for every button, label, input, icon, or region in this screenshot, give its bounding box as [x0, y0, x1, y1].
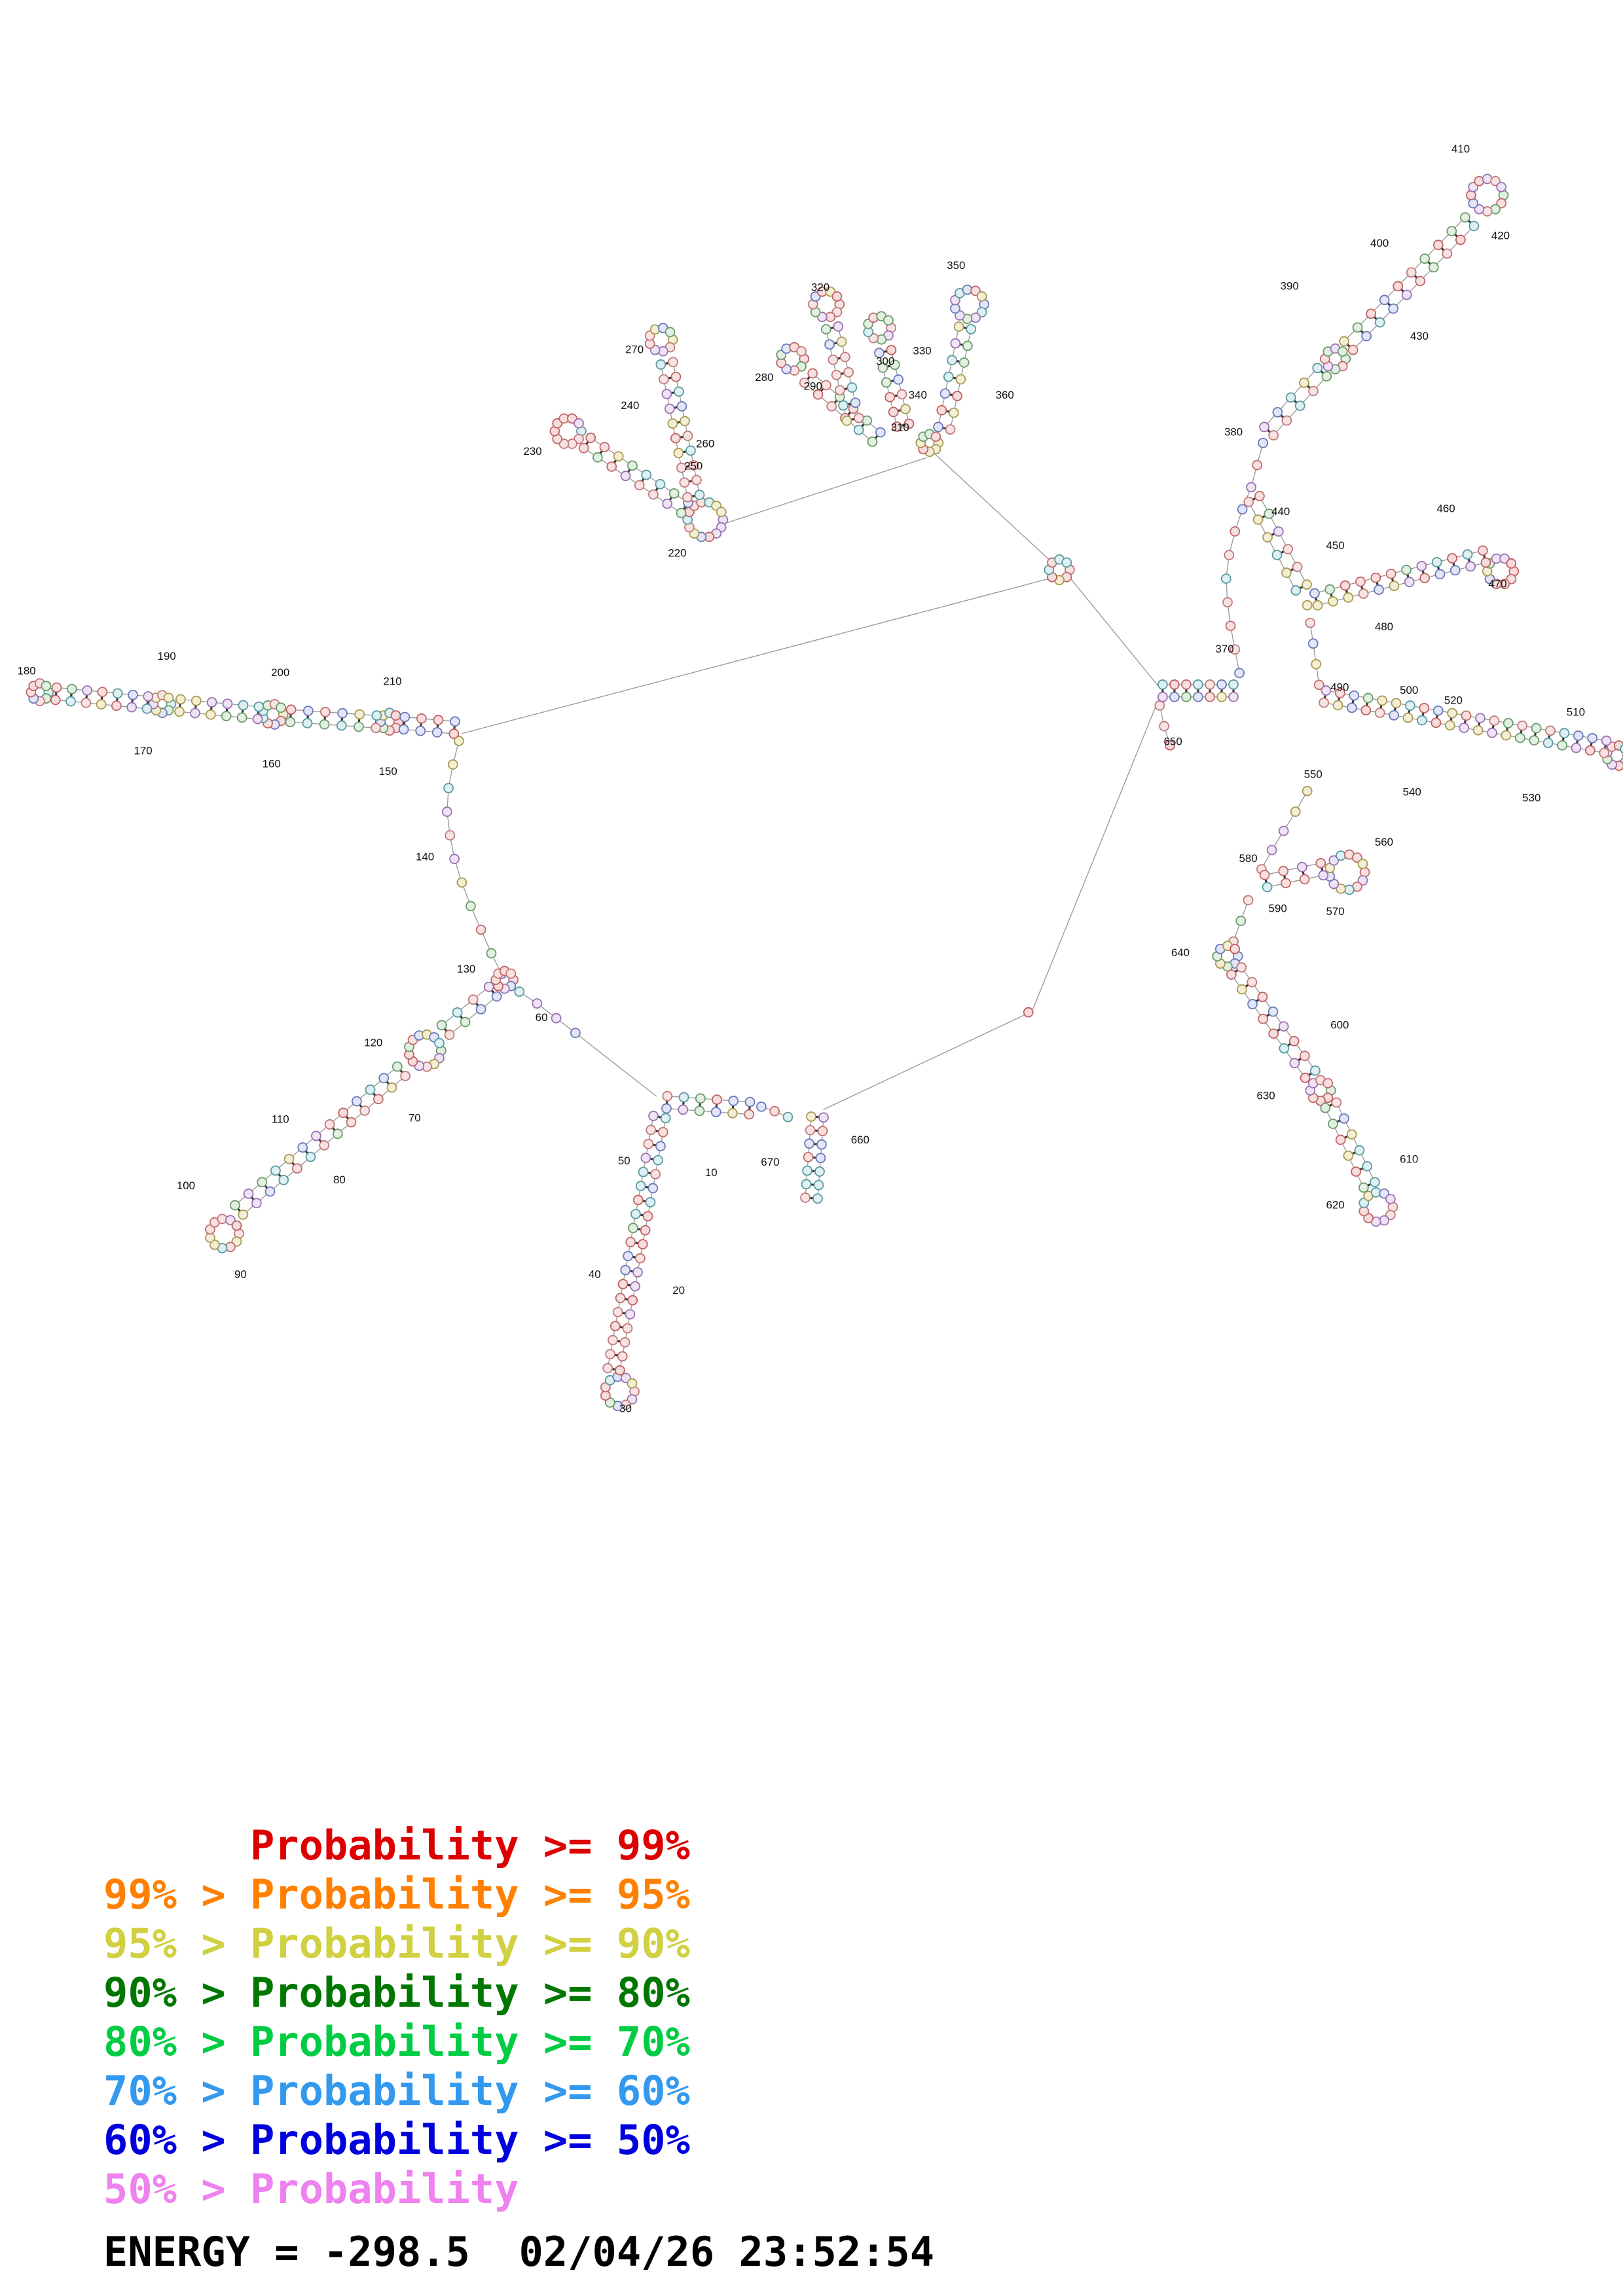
legend-entry-50-60: 60% > Probability >= 50% — [103, 2116, 690, 2164]
position-label-390: 390 — [1281, 279, 1299, 292]
position-label-650: 650 — [1164, 736, 1182, 748]
position-label-430: 430 — [1410, 330, 1429, 342]
position-label-670: 670 — [761, 1156, 779, 1168]
position-label-70: 70 — [409, 1111, 421, 1124]
position-label-580: 580 — [1239, 852, 1257, 865]
position-label-110: 110 — [272, 1113, 289, 1126]
position-label-660: 660 — [851, 1134, 869, 1146]
position-label-20: 20 — [672, 1284, 685, 1297]
position-label-370: 370 — [1215, 643, 1233, 655]
position-label-140: 140 — [416, 851, 434, 863]
position-label-600: 600 — [1330, 1018, 1349, 1031]
position-label-470: 470 — [1488, 578, 1506, 590]
position-label-320: 320 — [811, 281, 830, 294]
position-label-460: 460 — [1436, 503, 1455, 515]
position-label-340: 340 — [909, 389, 927, 401]
position-label-480: 480 — [1375, 620, 1393, 633]
position-label-610: 610 — [1400, 1153, 1418, 1166]
position-label-210: 210 — [383, 675, 401, 687]
position-label-40: 40 — [589, 1268, 601, 1280]
position-label-280: 280 — [755, 371, 773, 384]
position-label-270: 270 — [625, 343, 644, 355]
position-label-360: 360 — [996, 389, 1014, 401]
position-label-530: 530 — [1522, 791, 1541, 804]
legend-entry-70-80: 80% > Probability >= 70% — [103, 2018, 690, 2066]
energy-text: ENERGY = -298.5 02/04/26 23:52:54 — [103, 2228, 935, 2276]
probability-legend: Probability >= 99% 99% > Probability >= … — [103, 1821, 690, 2214]
nucleotide-circles-layer — [26, 173, 1623, 1412]
position-label-30: 30 — [619, 1402, 632, 1414]
position-label-80: 80 — [333, 1174, 346, 1186]
position-label-350: 350 — [947, 259, 965, 272]
position-label-630: 630 — [1257, 1090, 1275, 1102]
position-label-510: 510 — [1567, 706, 1585, 719]
position-label-90: 90 — [234, 1268, 247, 1280]
position-label-560: 560 — [1375, 836, 1393, 848]
position-label-160: 160 — [263, 758, 281, 770]
basepair-bonds-layer — [54, 216, 1608, 1372]
legend-entry-60-70: 70% > Probability >= 60% — [103, 2067, 690, 2115]
position-label-50: 50 — [618, 1155, 630, 1167]
position-label-260: 260 — [696, 438, 714, 450]
position-label-570: 570 — [1326, 905, 1344, 918]
position-label-190: 190 — [158, 650, 176, 662]
position-label-290: 290 — [804, 380, 822, 393]
legend-entry-95-99: 99% > Probability >= 95% — [103, 1871, 690, 1918]
position-label-100: 100 — [177, 1179, 195, 1192]
position-label-220: 220 — [668, 547, 686, 559]
position-label-400: 400 — [1370, 237, 1389, 249]
position-label-150: 150 — [379, 765, 397, 778]
position-label-240: 240 — [621, 399, 639, 412]
position-label-410: 410 — [1451, 143, 1470, 155]
position-label-590: 590 — [1269, 902, 1287, 914]
position-label-170: 170 — [134, 744, 153, 757]
position-label-420: 420 — [1491, 230, 1510, 242]
position-label-200: 200 — [271, 666, 289, 679]
connector-lines-layer — [462, 451, 1160, 1111]
position-label-490: 490 — [1330, 681, 1349, 693]
legend-entry-80-90: 90% > Probability >= 80% — [103, 1969, 690, 2017]
position-label-620: 620 — [1326, 1198, 1344, 1211]
position-label-250: 250 — [684, 459, 702, 472]
position-label-10: 10 — [705, 1166, 718, 1179]
position-label-300: 300 — [876, 355, 894, 367]
position-label-640: 640 — [1171, 946, 1190, 959]
position-label-180: 180 — [17, 665, 35, 677]
position-labels-layer: 10 20 30 40 50 60 70 80 90 100 110 120 130 140 150 160 1… — [17, 143, 1585, 1415]
position-label-330: 330 — [913, 345, 931, 357]
position-label-440: 440 — [1271, 505, 1290, 518]
position-label-120: 120 — [364, 1036, 382, 1049]
legend-entry-99: Probability >= 99% — [103, 1821, 690, 1869]
legend-entry-90-95: 95% > Probability >= 90% — [103, 1920, 690, 1967]
position-label-60: 60 — [536, 1011, 548, 1024]
position-label-310: 310 — [891, 422, 909, 434]
position-label-540: 540 — [1403, 785, 1421, 798]
position-label-500: 500 — [1400, 684, 1418, 696]
legend-entry-below-50: 50% > Probability — [103, 2165, 519, 2213]
position-label-230: 230 — [523, 445, 541, 457]
position-label-380: 380 — [1224, 425, 1243, 438]
position-label-550: 550 — [1304, 768, 1322, 780]
position-label-450: 450 — [1326, 539, 1344, 552]
position-label-520: 520 — [1444, 694, 1463, 707]
position-label-130: 130 — [457, 963, 475, 975]
